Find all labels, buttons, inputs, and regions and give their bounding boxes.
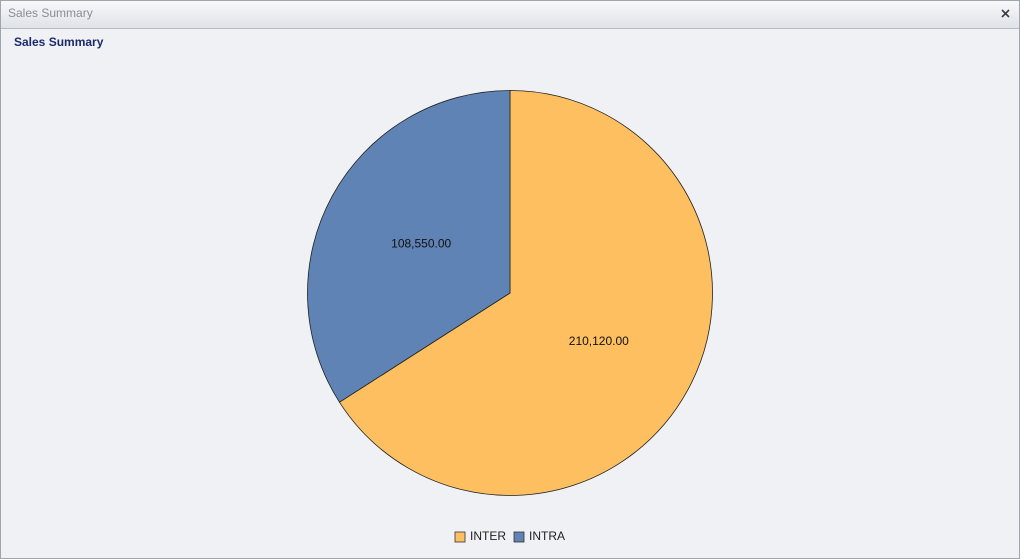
legend-label: INTER	[470, 529, 506, 543]
legend-swatch	[513, 531, 525, 543]
legend-swatch	[454, 531, 466, 543]
slice-label: 210,120.00	[569, 334, 629, 348]
legend-label: INTRA	[529, 529, 565, 543]
title-bar	[1, 1, 1019, 28]
pie-slice	[338, 90, 713, 496]
close-button[interactable]	[1001, 9, 1010, 18]
pie-slice	[307, 90, 511, 403]
pie: 210,120.00 108,550.00	[307, 90, 713, 496]
legend: INTER INTRA	[454, 529, 565, 543]
slice-label: 108,550.00	[391, 237, 451, 251]
window-title: Sales Summary	[8, 6, 93, 20]
chart-title: Sales Summary	[14, 35, 104, 49]
